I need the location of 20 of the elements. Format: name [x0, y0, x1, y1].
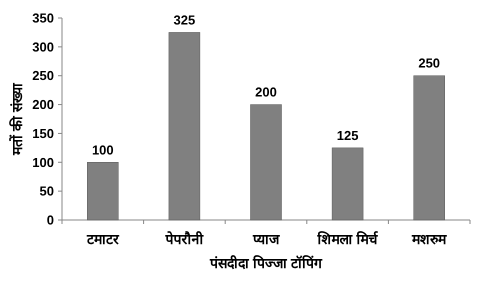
y-tick-label: 50	[40, 184, 54, 199]
y-tick-label: 200	[32, 97, 54, 112]
x-axis-title: पंसदीदा पिज्जा टॉपिंग	[209, 255, 323, 271]
data-label: 200	[255, 84, 277, 100]
y-tick-label: 300	[32, 39, 54, 54]
y-tick-label: 100	[32, 154, 54, 170]
x-tick-label: पेपरौनी	[164, 231, 204, 247]
y-tick-label: 250	[32, 68, 54, 84]
data-label: 250	[418, 56, 440, 71]
x-tick-label: टमाटर	[86, 231, 120, 247]
x-tick-label: मशरुम	[411, 231, 448, 247]
y-tick-label: 0	[46, 212, 54, 228]
data-label: 100	[92, 142, 114, 158]
data-label: 325	[174, 12, 196, 28]
y-axis-title: मतों की संख्या	[9, 82, 25, 156]
y-tick-label: 150	[32, 126, 54, 141]
x-tick-label: शिमला मिर्च	[316, 231, 379, 247]
data-label: 125	[336, 128, 358, 143]
x-tick-label: प्याज	[252, 231, 280, 247]
y-tick-label: 350	[32, 10, 54, 26]
